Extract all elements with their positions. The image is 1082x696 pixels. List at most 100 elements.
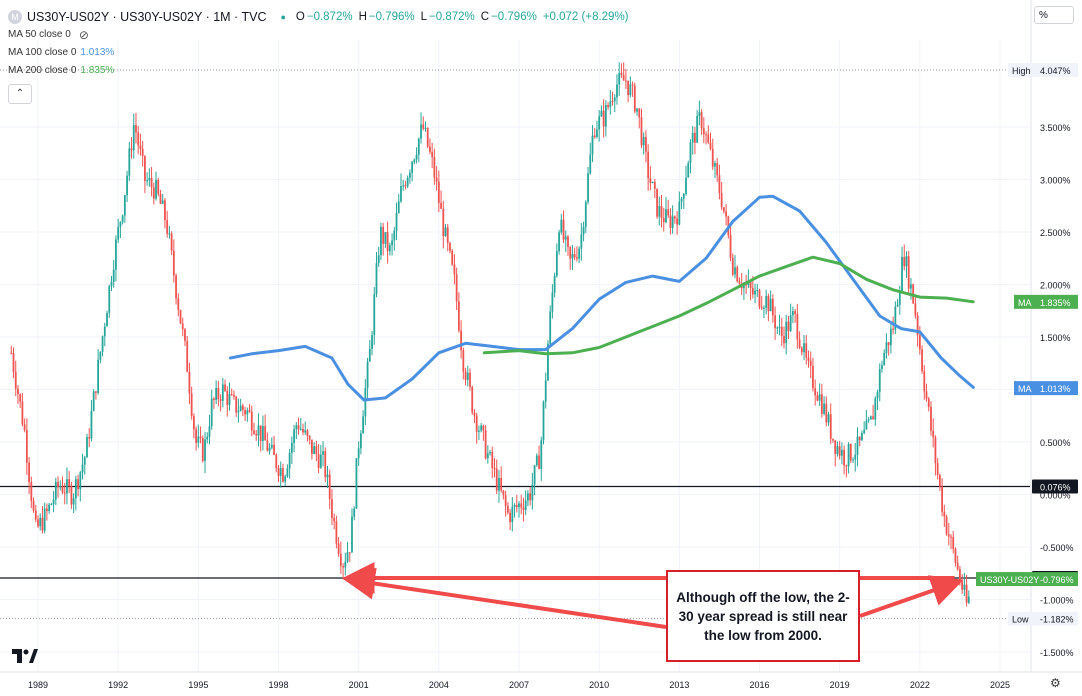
candle-body xyxy=(404,185,407,187)
candle-body xyxy=(413,159,416,163)
symbol-title[interactable]: US30Y-US02Y · US30Y-US02Y · 1M · TVC xyxy=(27,10,267,24)
candle-body xyxy=(359,433,362,449)
candle-body xyxy=(179,309,182,324)
ma100-row[interactable]: MA 100 close 0 1.013% xyxy=(8,44,635,62)
symbol-icon: M xyxy=(8,10,22,24)
candle-body xyxy=(215,388,218,400)
candle-body xyxy=(28,462,30,482)
y-tick-label: -1.500% xyxy=(1040,648,1074,658)
candle-body xyxy=(77,479,79,490)
ma200-row[interactable]: MA 200 close 0 1.835% xyxy=(8,62,635,80)
candle-body xyxy=(464,371,467,380)
candle-body xyxy=(397,201,400,214)
candle-body xyxy=(894,306,897,330)
candle-body xyxy=(279,468,282,476)
candle-body xyxy=(694,132,696,143)
x-tick-label: 2010 xyxy=(589,680,609,690)
candle-body xyxy=(17,388,19,395)
eye-hidden-icon[interactable]: ⊘ xyxy=(78,28,89,42)
candle-body xyxy=(849,444,852,461)
candle-body xyxy=(722,207,725,212)
candle-body xyxy=(720,193,723,208)
last-price-value: -0.796% xyxy=(1040,575,1074,585)
candle-body xyxy=(72,498,75,505)
candle-body xyxy=(767,295,770,312)
arrow-to-2000-low xyxy=(342,567,667,629)
candle-body xyxy=(925,391,928,399)
candle-body xyxy=(856,436,859,455)
candle-body xyxy=(578,248,581,259)
candle-body xyxy=(513,504,516,507)
candle-body xyxy=(253,430,255,434)
red-arrows xyxy=(342,561,964,629)
candle-body xyxy=(121,215,124,223)
candle-body xyxy=(914,303,917,316)
candle-body xyxy=(876,392,879,399)
candle-body xyxy=(965,584,968,603)
candle-body xyxy=(335,521,338,544)
candle-body xyxy=(816,395,819,401)
candle-body xyxy=(823,403,825,414)
x-tick-label: 2025 xyxy=(990,680,1010,690)
candle-body xyxy=(177,298,180,310)
low-value: -1.182% xyxy=(1040,615,1074,625)
ma50-row[interactable]: MA 50 close 0 ⊘ xyxy=(8,26,635,44)
candle-body xyxy=(506,505,509,513)
candle-body xyxy=(161,200,164,204)
ma200-value: 1.835% xyxy=(80,65,115,76)
candle-body xyxy=(627,80,630,96)
candle-body xyxy=(226,390,229,405)
x-tick-label: 1989 xyxy=(28,680,48,690)
ma200-label: MA 200 close 0 xyxy=(8,65,77,76)
gear-icon[interactable]: ⚙ xyxy=(1050,676,1061,690)
candle-body xyxy=(90,410,93,439)
x-tick-label: 2007 xyxy=(509,680,529,690)
candle-body xyxy=(339,553,342,567)
candle-body xyxy=(645,136,647,152)
candle-body xyxy=(244,409,246,415)
candle-body xyxy=(629,84,632,96)
candle-body xyxy=(188,371,191,394)
candle-body xyxy=(126,175,128,196)
candle-body xyxy=(446,227,449,243)
candle-body xyxy=(348,552,351,554)
candle-body xyxy=(620,72,623,75)
arrow-to-recent xyxy=(859,575,964,618)
candle-body xyxy=(302,428,304,433)
candle-body xyxy=(299,428,302,430)
y-tick-label: 2.000% xyxy=(1040,281,1071,291)
candle-body xyxy=(702,128,705,135)
candle-body xyxy=(424,128,427,130)
candle-body xyxy=(569,246,572,259)
candle-body xyxy=(355,458,358,509)
candle-body xyxy=(221,384,224,401)
candle-body xyxy=(696,115,699,143)
candle-body xyxy=(555,251,558,276)
collapse-legend-button[interactable]: ⌃ xyxy=(8,84,32,104)
candle-body xyxy=(141,148,144,157)
candle-body xyxy=(751,288,754,295)
candle-body xyxy=(602,110,605,127)
candle-body xyxy=(587,173,589,203)
candle-body xyxy=(907,256,910,289)
ma-tag-value: 1.013% xyxy=(1040,384,1071,394)
last-price-symbol: US30Y-US02Y xyxy=(980,575,1039,585)
candle-body xyxy=(484,430,487,459)
ma50-label: MA 50 close 0 xyxy=(8,29,71,40)
candle-body xyxy=(936,463,939,475)
candle-body xyxy=(852,459,854,461)
candle-body xyxy=(255,433,258,436)
candle-body xyxy=(101,336,104,352)
hline-price-tag xyxy=(1032,479,1078,494)
candle-body xyxy=(716,163,719,176)
candle-body xyxy=(39,517,42,527)
candle-body xyxy=(533,465,536,485)
candle-body xyxy=(259,425,262,441)
ma-tag-name: MA xyxy=(1018,298,1032,308)
candle-body xyxy=(103,326,106,337)
percent-scale-button[interactable]: % xyxy=(1034,6,1074,24)
candle-body xyxy=(57,481,59,488)
candle-body xyxy=(642,136,645,146)
candle-body xyxy=(963,584,966,590)
